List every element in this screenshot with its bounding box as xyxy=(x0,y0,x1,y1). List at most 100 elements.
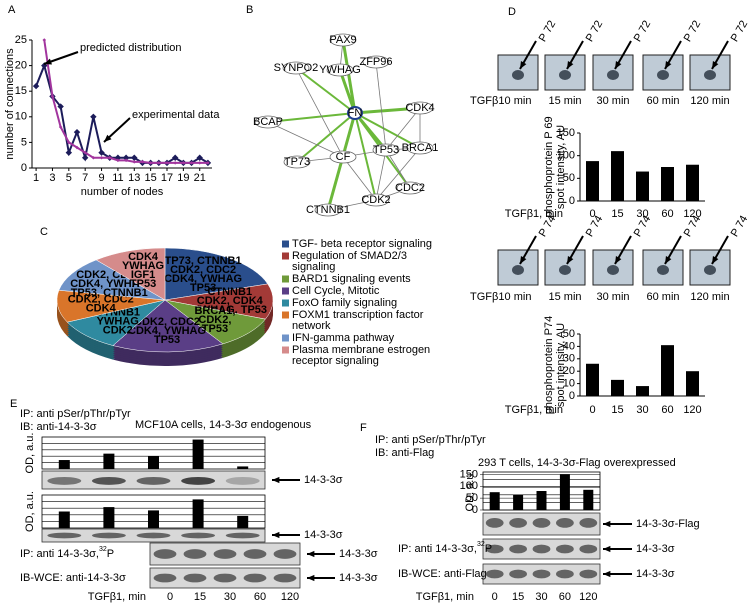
y-tick-label: 0 xyxy=(21,162,27,174)
legend-swatch xyxy=(282,287,289,295)
x-tick-label: 21 xyxy=(194,172,206,184)
blot-band xyxy=(243,573,267,583)
y-tick-label: 50 xyxy=(563,172,575,184)
x-tick-label: 1 xyxy=(33,172,39,184)
bar xyxy=(611,151,624,201)
edge xyxy=(385,107,421,151)
blot-band xyxy=(556,518,574,528)
blot-band xyxy=(485,518,504,528)
x-tick-label: 120 xyxy=(281,591,299,603)
arrow-head xyxy=(712,256,719,264)
spot-label: P 72 xyxy=(632,19,654,44)
y-axis-label: phosphoprotein P 69 xyxy=(543,116,555,217)
point xyxy=(140,160,145,164)
ib-label: IB: anti-Flag xyxy=(375,447,434,459)
node xyxy=(406,141,434,155)
bar xyxy=(148,510,159,528)
time-label: 120 min xyxy=(690,95,729,107)
slice-label: CDK2, CDC2 xyxy=(170,264,236,276)
blot-band xyxy=(91,476,126,485)
bar xyxy=(586,363,599,396)
bar xyxy=(58,460,70,469)
pie-slice xyxy=(95,247,166,301)
spot-label: P 72 xyxy=(537,19,559,44)
x-tick-label: 17 xyxy=(161,172,173,184)
legend-label: Regulation of SMAD2/3 signaling xyxy=(292,250,407,273)
bar xyxy=(536,491,547,510)
node xyxy=(347,106,363,120)
node-label: SYNPO2 xyxy=(274,62,319,74)
point xyxy=(157,161,161,165)
bar xyxy=(611,379,624,396)
x-tick-label: 0 xyxy=(492,591,498,603)
legend-swatch xyxy=(282,240,289,248)
slice-label: YWHAG xyxy=(97,315,139,327)
bar xyxy=(586,161,599,201)
x-tick-label: 15 xyxy=(145,172,157,184)
x-axis-label: TGFβ1, min xyxy=(505,404,563,416)
x-axis-label: TGFβ1, min xyxy=(88,591,146,603)
arrow-head xyxy=(272,476,280,484)
y-tick-label: 100 xyxy=(557,150,575,162)
edge xyxy=(295,67,344,158)
point xyxy=(99,155,104,160)
panel-label: D xyxy=(508,6,516,18)
legend-swatch xyxy=(282,346,289,354)
slice-label: TP53 xyxy=(202,323,228,335)
band-label: 14-3-3σ xyxy=(304,529,343,541)
node xyxy=(314,203,342,217)
band-label: 14-3-3σ xyxy=(339,548,378,560)
band-label: 14-3-3σ xyxy=(339,572,378,584)
y-tick-label: 10 xyxy=(563,378,575,390)
bar xyxy=(103,507,115,528)
y-tick-label: 50 xyxy=(466,492,478,504)
blot-band xyxy=(509,544,527,554)
band-label: 14-3-3σ-Flag xyxy=(636,518,700,530)
blot-band xyxy=(183,549,207,559)
label-part: IP: anti 14-3-3σ, xyxy=(398,543,477,555)
node xyxy=(329,33,357,47)
blot-band xyxy=(243,549,267,559)
node xyxy=(406,101,434,115)
edge xyxy=(354,112,377,201)
ip-label: IP: anti pSer/pThr/pTyr xyxy=(375,434,486,446)
arrow-head xyxy=(712,61,719,69)
slice-label: CDK2, CDK4 xyxy=(197,295,264,307)
x-tick-label: 30 xyxy=(636,208,648,220)
spot xyxy=(704,265,716,275)
y-tick-label: 5 xyxy=(21,136,27,148)
point xyxy=(73,128,81,136)
y-tick-label: 0 xyxy=(569,390,575,402)
node xyxy=(254,115,282,129)
spot xyxy=(512,265,524,275)
time-label: 60 min xyxy=(646,291,679,303)
ip32p-label: IP: anti 14-3-3σ,32P xyxy=(398,541,492,555)
node xyxy=(372,143,400,157)
band-label: 14-3-3σ xyxy=(636,543,675,555)
spot-label: P 74 xyxy=(729,214,748,239)
x-tick-label: 11 xyxy=(112,172,123,184)
edge xyxy=(375,61,387,151)
point xyxy=(197,161,202,165)
blot-band xyxy=(225,476,260,485)
ip32p-label: IP: anti 14-3-3σ,32P xyxy=(20,546,114,560)
blot-band xyxy=(509,518,527,528)
x-tick-label: 13 xyxy=(128,172,140,184)
node-label: CTNNB1 xyxy=(306,204,350,216)
blot-band xyxy=(579,518,598,528)
node-label: PAX9 xyxy=(329,34,356,46)
blot-band xyxy=(47,532,82,539)
x-tick-label: 15 xyxy=(194,591,206,603)
arrow-head xyxy=(603,545,611,553)
slice-label: CTNNB1 xyxy=(207,286,252,298)
x-tick-label: 120 xyxy=(683,404,701,416)
treatment-label: TGFβ1 xyxy=(470,291,504,303)
blot-band xyxy=(532,518,551,528)
edge xyxy=(385,149,411,189)
pie-slice xyxy=(164,247,269,301)
point xyxy=(116,158,120,163)
bar xyxy=(661,167,674,201)
blot-band xyxy=(532,544,551,554)
panel-label: A xyxy=(8,4,16,16)
